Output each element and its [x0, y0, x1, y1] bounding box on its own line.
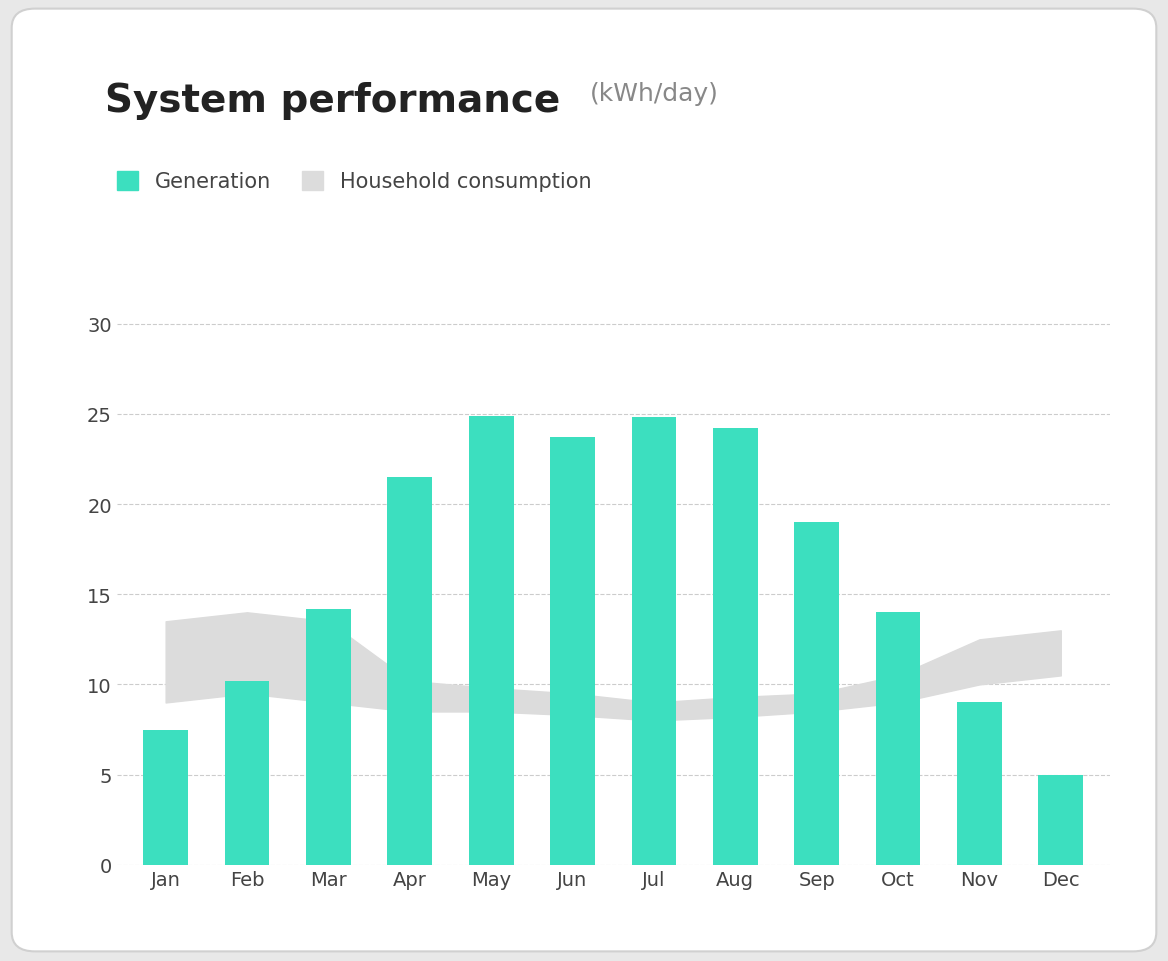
- Bar: [1038, 775, 1083, 865]
- Bar: [468, 416, 514, 865]
- Bar: [876, 613, 920, 865]
- Bar: [712, 429, 758, 865]
- Bar: [794, 523, 839, 865]
- Bar: [306, 609, 350, 865]
- Text: (kWh/day): (kWh/day): [590, 82, 718, 106]
- Bar: [224, 681, 270, 865]
- Bar: [632, 418, 676, 865]
- Text: System performance: System performance: [105, 82, 561, 120]
- FancyBboxPatch shape: [12, 10, 1156, 951]
- Legend: Generation, Household consumption: Generation, Household consumption: [117, 172, 591, 192]
- Bar: [388, 478, 432, 865]
- Bar: [550, 438, 595, 865]
- Bar: [144, 729, 188, 865]
- Bar: [957, 702, 1002, 865]
